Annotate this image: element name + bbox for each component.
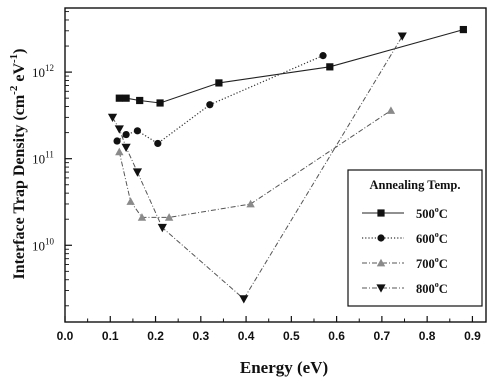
- data-point-square: [377, 209, 385, 217]
- x-tick-label: 0.6: [328, 329, 345, 343]
- plot-area: [64, 7, 487, 323]
- data-point-triangle-down: [114, 125, 124, 134]
- y-axis-title: Interface Trap Density (cm-2 eV-1): [8, 48, 28, 279]
- series-line: [119, 29, 464, 104]
- x-axis-title: Energy (eV): [240, 358, 328, 377]
- data-point-square: [115, 94, 123, 102]
- data-point-circle: [122, 130, 130, 139]
- x-tick-label: 0.4: [238, 329, 255, 343]
- x-tick-label: 0.3: [192, 329, 209, 343]
- data-point-triangle-down: [157, 223, 167, 233]
- legend: Annealing Temp. 500oC 600oC 700oC 800oC: [347, 169, 483, 307]
- y-tick-label: 1012: [32, 63, 54, 80]
- data-point-triangle-down: [397, 32, 407, 41]
- legend-title: Annealing Temp.: [369, 178, 460, 192]
- data-point-triangle-up: [164, 213, 174, 221]
- data-point-square: [215, 79, 223, 87]
- y-axis: 1010 1011 1012: [32, 11, 72, 307]
- x-tick-label: 0.2: [147, 329, 164, 343]
- x-tick-label: 0.1: [102, 329, 119, 343]
- series-800: [107, 32, 407, 304]
- y-tick-label: 1010: [32, 236, 55, 253]
- series-600: [113, 52, 327, 148]
- data-point-triangle-down: [376, 284, 386, 293]
- data-point-square: [122, 94, 130, 102]
- data-point-circle: [319, 52, 327, 60]
- data-point-triangle-down: [239, 295, 249, 304]
- legend-box: [347, 169, 483, 307]
- data-point-triangle-up: [386, 106, 396, 114]
- legend-label: 500oC: [416, 205, 448, 221]
- x-tick-label: 0.0: [57, 329, 74, 343]
- data-point-circle: [154, 139, 162, 148]
- x-tick-label: 0.5: [283, 329, 300, 343]
- data-point-circle: [377, 234, 385, 242]
- data-point-circle: [133, 127, 142, 135]
- y-axis-title-end: ): [11, 48, 28, 53]
- data-point-square: [136, 96, 144, 105]
- data-point-triangle-down: [107, 113, 118, 122]
- x-tick-label: 0.7: [374, 329, 391, 343]
- data-point-triangle-down: [132, 168, 143, 177]
- data-point-square: [156, 99, 164, 107]
- data-point-circle: [113, 137, 121, 145]
- y-axis-title-exp2: -1: [8, 54, 20, 63]
- legend-entry-600: 600oC: [362, 230, 448, 246]
- data-point-square: [459, 25, 467, 34]
- y-axis-title-mid: eV: [11, 63, 28, 86]
- y-axis-title-main: Interface Trap Density (cm: [11, 94, 28, 279]
- x-axis: 0.0 0.1 0.2 0.3 0.4 0.5 0.6 0.7 0.8 0.9: [57, 316, 481, 343]
- y-axis-title-exp1: -2: [8, 85, 20, 95]
- y-tick-label: 1011: [32, 150, 54, 167]
- data-point-square: [326, 63, 334, 71]
- data-point-triangle-up: [137, 213, 147, 221]
- series-line: [116, 55, 324, 145]
- legend-entry-700: 700oC: [362, 255, 448, 271]
- legend-entry-800: 800oC: [362, 280, 448, 296]
- data-point-triangle-up: [376, 258, 386, 267]
- data-point-triangle-up: [246, 199, 255, 208]
- x-tick-label: 0.9: [464, 329, 481, 343]
- data-point-triangle-down: [121, 143, 131, 153]
- series-line: [118, 110, 392, 218]
- legend-label: 800oC: [416, 280, 448, 296]
- legend-label: 700oC: [416, 255, 448, 271]
- data-point-triangle-up: [115, 147, 124, 156]
- x-tick-label: 0.8: [419, 329, 436, 343]
- data-point-triangle-up: [126, 197, 135, 205]
- series-500: [115, 25, 467, 107]
- data-point-circle: [206, 101, 214, 109]
- series-700: [115, 106, 396, 221]
- legend-entry-500: 500oC: [362, 205, 448, 221]
- series-layer: [107, 25, 467, 304]
- plot-frame: [64, 7, 487, 323]
- legend-label: 600oC: [416, 230, 448, 246]
